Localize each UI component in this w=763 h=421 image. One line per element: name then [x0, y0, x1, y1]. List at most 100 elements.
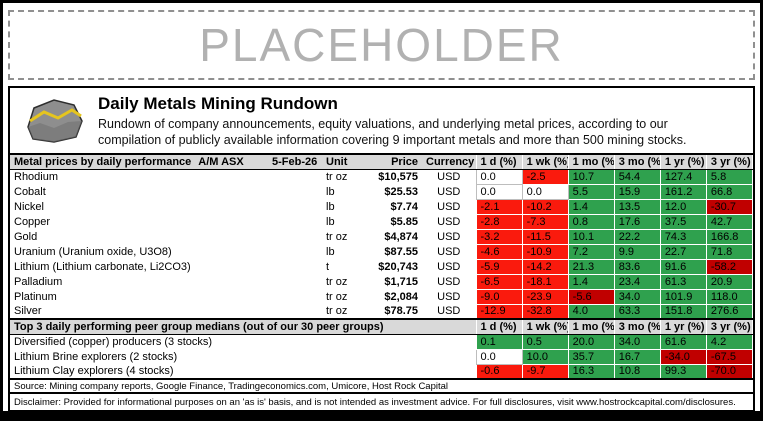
perf-cell: 66.8 — [705, 183, 754, 200]
perf-cell: -0.6 — [475, 363, 523, 380]
perf-cell: 118.0 — [705, 288, 754, 305]
perf-column-header-1yr: 1 yr (%) — [659, 153, 707, 170]
metal-row: Cobalt lb $25.53 USD 0.0 0.0 5.5 15.9 16… — [10, 183, 754, 200]
perf-cell: -5.6 — [567, 288, 615, 305]
perf-column-header-1yr: 1 yr (%) — [659, 318, 707, 335]
perf-cell: 42.7 — [705, 213, 754, 230]
report-description: Rundown of company announcements, equity… — [98, 116, 687, 148]
perf-cell: 34.0 — [613, 333, 661, 350]
metal-name: Silver — [14, 305, 42, 317]
perf-cell: 151.8 — [659, 303, 707, 320]
metal-row: Silver tr oz $78.75 USD -12.9 -32.8 4.0 … — [10, 303, 754, 320]
report-description-line2: compilation of publicly available inform… — [98, 133, 687, 147]
perf-cell: 5.8 — [705, 168, 754, 185]
perf-cell: 63.3 — [613, 303, 661, 320]
report-title: Daily Metals Mining Rundown — [98, 94, 338, 113]
perf-cell: -2.5 — [521, 168, 569, 185]
perf-column-header-1d: 1 d (%) — [475, 318, 523, 335]
metal-name: Copper — [14, 215, 51, 228]
perf-column-header-3mo: 3 mo (%) — [613, 153, 661, 170]
perf-cell: -9.7 — [521, 363, 569, 380]
report-header: Daily Metals Mining Rundown Rundown of c… — [10, 88, 753, 153]
metal-unit: tr oz — [326, 305, 348, 317]
metal-name: Nickel — [14, 200, 44, 213]
metal-unit: lb — [326, 215, 335, 228]
perf-cell: -10.9 — [521, 243, 569, 260]
metal-price: $78.75 — [384, 305, 418, 317]
perf-cell: 0.0 — [521, 183, 569, 200]
metal-price: $20,743 — [378, 260, 418, 273]
perf-cell: -7.3 — [521, 213, 569, 230]
perf-cell: -58.2 — [705, 258, 754, 275]
perf-cell: 0.0 — [475, 348, 523, 365]
metal-price: $10,575 — [378, 170, 418, 183]
peer-group-name: Diversified (copper) producers (3 stocks… — [14, 335, 213, 348]
perf-cell: -11.5 — [521, 228, 569, 245]
perf-column-header-1mo: 1 mo (%) — [567, 318, 615, 335]
metal-currency: USD — [437, 275, 461, 288]
perf-cell: -4.6 — [475, 243, 523, 260]
metal-unit: tr oz — [326, 275, 348, 288]
perf-cell: 61.6 — [659, 333, 707, 350]
metal-unit: lb — [326, 185, 335, 198]
metal-currency: USD — [437, 185, 461, 198]
metal-row: Uranium (Uranium oxide, U3O8) lb $87.55 … — [10, 243, 754, 260]
perf-cell: 17.6 — [613, 213, 661, 230]
report-description-line1: Rundown of company announcements, equity… — [98, 117, 668, 131]
perf-cell: 99.3 — [659, 363, 707, 380]
perf-cell: -32.8 — [521, 303, 569, 320]
perf-cell: 16.7 — [613, 348, 661, 365]
perf-cell: 5.5 — [567, 183, 615, 200]
metal-price: $87.55 — [384, 245, 418, 258]
perf-cell: 20.0 — [567, 333, 615, 350]
perf-cell: 22.2 — [613, 228, 661, 245]
report-card: Daily Metals Mining Rundown Rundown of c… — [8, 86, 755, 411]
metals-header-row: Metal prices by daily performance A/M ASX… — [10, 153, 754, 170]
unit-column-header: Unit — [322, 153, 358, 170]
perf-cell: 21.3 — [567, 258, 615, 275]
perf-column-header-1wk: 1 wk (%) — [521, 318, 569, 335]
perf-cell: 0.8 — [567, 213, 615, 230]
peer-group-name: Lithium Clay explorers (4 stocks) — [14, 365, 174, 377]
perf-cell: -2.1 — [475, 198, 523, 215]
peer-group-row: Lithium Brine explorers (2 stocks) 0.0 1… — [10, 348, 754, 365]
perf-cell: 1.4 — [567, 198, 615, 215]
perf-cell: 276.6 — [705, 303, 754, 320]
perf-cell: 83.6 — [613, 258, 661, 275]
metal-name: Platinum — [14, 290, 57, 303]
metal-name: Uranium (Uranium oxide, U3O8) — [14, 245, 172, 258]
perf-cell: 37.5 — [659, 213, 707, 230]
perf-column-header-3mo: 3 mo (%) — [613, 318, 661, 335]
perf-cell: -34.0 — [659, 348, 707, 365]
metal-unit: tr oz — [326, 230, 348, 243]
perf-cell: -18.1 — [521, 273, 569, 290]
perf-cell: -9.0 — [475, 288, 523, 305]
perf-cell: -2.8 — [475, 213, 523, 230]
perf-cell: 0.0 — [475, 183, 523, 200]
perf-column-header-1wk: 1 wk (%) — [521, 153, 569, 170]
metal-row: Gold tr oz $4,874 USD -3.2 -11.5 10.1 22… — [10, 228, 754, 245]
metal-row: Rhodium tr oz $10,575 USD 0.0 -2.5 10.7 … — [10, 168, 754, 185]
perf-column-header-1mo: 1 mo (%) — [567, 153, 615, 170]
peer-table-title: Top 3 daily performing peer group median… — [10, 318, 476, 335]
perf-cell: 16.3 — [567, 363, 615, 380]
perf-cell: -23.9 — [521, 288, 569, 305]
metal-currency: USD — [437, 245, 461, 258]
date-label: 5-Feb-26 — [268, 153, 322, 170]
perf-cell: 4.2 — [705, 333, 754, 350]
price-column-header: Price — [358, 153, 422, 170]
perf-cell: 4.0 — [567, 303, 615, 320]
metal-unit: lb — [326, 200, 335, 213]
perf-cell: 10.1 — [567, 228, 615, 245]
perf-column-header-1d: 1 d (%) — [475, 153, 523, 170]
perf-cell: 15.9 — [613, 183, 661, 200]
metal-currency: USD — [437, 305, 461, 317]
metal-currency: USD — [437, 200, 461, 213]
metal-currency: USD — [437, 290, 461, 303]
perf-cell: 74.3 — [659, 228, 707, 245]
perf-cell: -6.5 — [475, 273, 523, 290]
perf-cell: -10.2 — [521, 198, 569, 215]
perf-cell: 12.0 — [659, 198, 707, 215]
perf-cell: 127.4 — [659, 168, 707, 185]
